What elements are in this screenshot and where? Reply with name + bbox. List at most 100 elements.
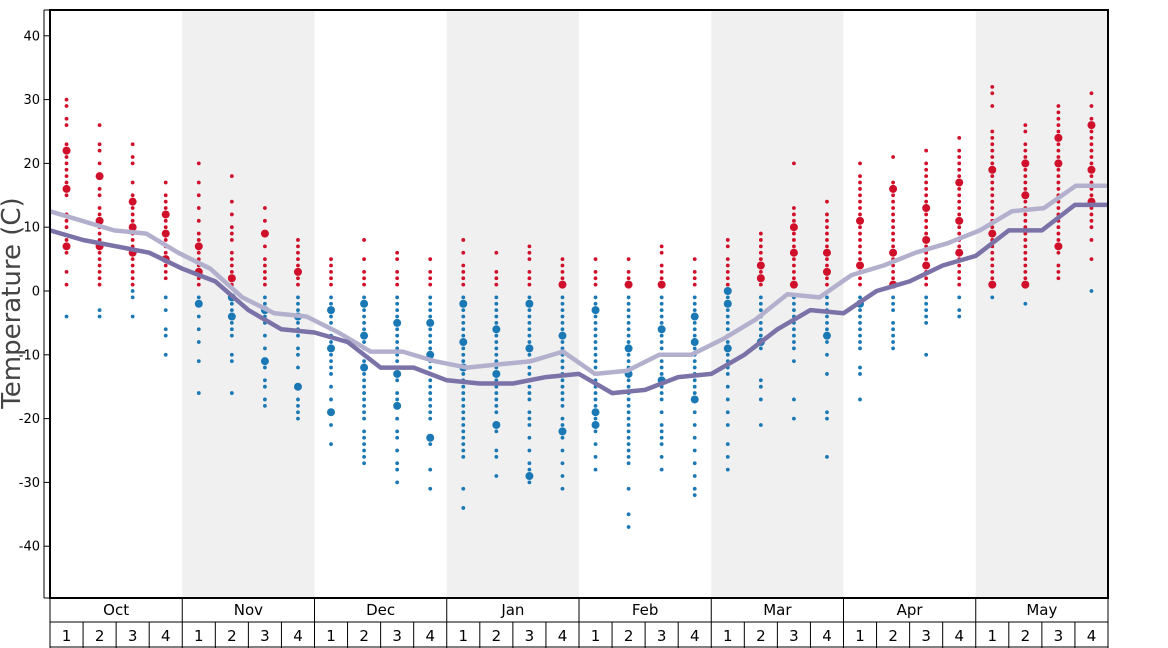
warm-temp-dot: [395, 257, 400, 261]
warm-temp-dot: [758, 231, 763, 236]
warm-temp-dot: [1023, 142, 1028, 147]
cold-temp-dot: [593, 321, 598, 325]
warm-temp-dot: [891, 263, 895, 268]
cold-temp-dot: [792, 327, 796, 332]
cold-temp-dot: [461, 321, 466, 325]
warm-temp-dot: [957, 282, 962, 287]
cold-temp-dot: [428, 397, 433, 402]
warm-temp-dot: [494, 282, 499, 287]
cold-temp-dot: [626, 448, 631, 453]
cold-temp-dot: [626, 352, 631, 357]
warm-temp-dot: [130, 282, 135, 287]
cold-temp-dot: [626, 525, 631, 529]
cold-temp-dot: [858, 333, 862, 338]
frequent-temp-dot: [856, 216, 865, 225]
cold-temp-dot: [626, 340, 631, 344]
warm-temp-dot: [1056, 167, 1061, 172]
cold-temp-dot: [626, 327, 631, 332]
warm-temp-dot: [957, 231, 962, 236]
cold-temp-dot: [659, 410, 664, 415]
cold-temp-dot: [329, 352, 333, 357]
cold-temp-dot: [692, 359, 697, 364]
cold-temp-dot: [329, 384, 333, 389]
warm-temp-dot: [825, 225, 829, 230]
cold-temp-dot: [428, 410, 433, 415]
warm-temp-dot: [758, 282, 763, 287]
cold-temp-dot: [725, 321, 730, 325]
warm-temp-dot: [527, 269, 532, 274]
warm-temp-dot: [296, 276, 300, 281]
frequent-temp-dot: [1021, 191, 1030, 200]
warm-temp-dot: [296, 257, 300, 261]
warm-temp-dot: [1056, 174, 1061, 179]
warm-temp-dot: [97, 206, 102, 210]
cold-temp-dot: [560, 423, 565, 427]
cold-temp-dot: [461, 416, 466, 421]
warm-temp-dot: [891, 244, 895, 249]
warm-temp-dot: [1056, 206, 1061, 210]
cold-temp-dot: [825, 416, 829, 421]
warm-temp-dot: [1089, 257, 1094, 261]
cold-temp-dot: [593, 365, 598, 370]
cold-temp-dot: [527, 308, 532, 313]
warm-temp-dot: [858, 244, 862, 249]
warm-temp-dot: [1056, 148, 1061, 153]
week-label: 3: [260, 627, 270, 645]
cold-temp-dot: [527, 461, 532, 466]
cold-temp-dot: [659, 301, 664, 306]
cold-temp-dot: [362, 435, 366, 440]
cold-temp-dot: [527, 391, 532, 395]
warm-temp-dot: [924, 212, 929, 217]
cold-temp-dot: [229, 301, 234, 306]
warm-temp-dot: [1089, 155, 1094, 159]
y-tick-label: -40: [19, 540, 40, 555]
warm-temp-dot: [990, 193, 995, 198]
frequent-temp-dot: [1054, 159, 1063, 168]
warm-temp-dot: [362, 269, 366, 274]
shade-nov: [182, 10, 315, 598]
cold-temp-dot: [163, 308, 168, 313]
frequent-temp-dot: [459, 338, 468, 347]
warm-temp-dot: [990, 206, 995, 210]
cold-temp-dot: [494, 308, 499, 313]
week-label: 3: [392, 627, 402, 645]
warm-temp-dot: [64, 269, 69, 274]
warm-temp-dot: [527, 257, 532, 261]
warm-temp-dot: [527, 282, 532, 287]
frequent-temp-dot: [525, 344, 534, 353]
warm-temp-dot: [792, 212, 796, 217]
warm-temp-dot: [64, 282, 69, 287]
warm-temp-dot: [428, 257, 433, 261]
warm-temp-dot: [1023, 257, 1028, 261]
cold-temp-dot: [461, 435, 466, 440]
cold-temp-dot: [97, 314, 102, 319]
frequent-temp-dot: [822, 248, 831, 257]
warm-temp-dot: [97, 193, 102, 198]
warm-temp-dot: [924, 148, 929, 153]
cold-temp-dot: [891, 301, 895, 306]
warm-temp-dot: [130, 212, 135, 217]
frequent-temp-dot: [62, 242, 71, 251]
warm-temp-dot: [97, 142, 102, 147]
warm-temp-dot: [1089, 174, 1094, 179]
warm-temp-dot: [990, 276, 995, 281]
cold-temp-dot: [758, 308, 763, 313]
warm-temp-dot: [229, 212, 234, 217]
cold-temp-dot: [461, 308, 466, 313]
warm-temp-dot: [1089, 135, 1094, 140]
warm-temp-dot: [461, 282, 466, 287]
warm-temp-dot: [593, 269, 598, 274]
warm-temp-dot: [758, 238, 763, 242]
cold-temp-dot: [626, 442, 631, 447]
cold-temp-dot: [659, 442, 664, 447]
cold-temp-dot: [527, 333, 532, 338]
warm-temp-dot: [64, 193, 69, 198]
warm-temp-dot: [990, 263, 995, 268]
warm-temp-dot: [229, 263, 234, 268]
warm-temp-dot: [1023, 155, 1028, 159]
frequent-temp-dot: [657, 325, 666, 334]
cold-temp-dot: [891, 295, 895, 300]
month-label-may: May: [1026, 601, 1057, 619]
warm-temp-dot: [924, 282, 929, 287]
cold-temp-dot: [758, 397, 763, 402]
